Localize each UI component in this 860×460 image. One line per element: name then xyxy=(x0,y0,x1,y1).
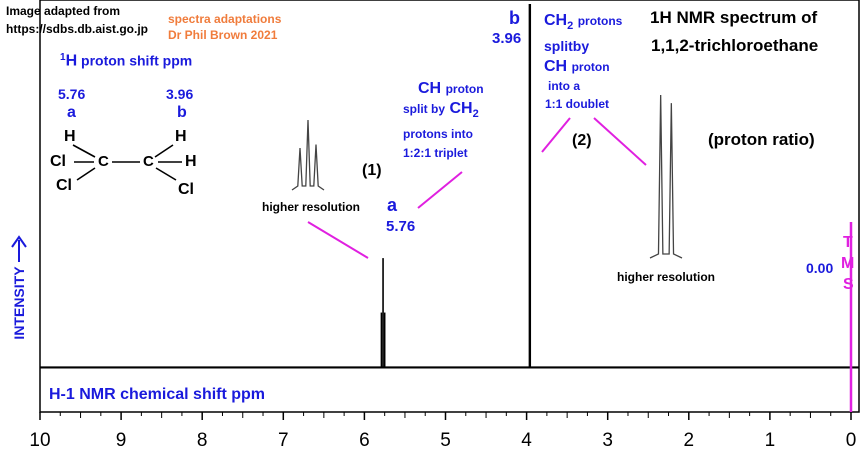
molecule-bonds xyxy=(72,144,182,181)
peak-b-letter: b xyxy=(509,8,520,28)
x-tick-label: 2 xyxy=(684,430,695,451)
source-line-2: https://sdbs.db.aist.go.jp xyxy=(6,22,148,36)
shift-heading-h: H xyxy=(65,52,78,70)
x-tick-label: 5 xyxy=(440,430,451,451)
ch-note-ch: CH xyxy=(418,80,442,97)
peak-a-ratio: (1) xyxy=(362,162,382,179)
ch2-note-line-5: 1:1 doublet xyxy=(545,97,610,111)
ch-note-ch2-sub: 2 xyxy=(472,108,479,121)
title-line-2: 1,1,2-trichloroethane xyxy=(651,36,819,55)
x-tick-label: 7 xyxy=(278,430,289,451)
source-line-1: Image adapted from xyxy=(6,4,121,18)
ch-note-line-4: 1:2:1 triplet xyxy=(403,146,468,160)
y-axis-label: INTENSITY xyxy=(11,266,27,340)
x-tick-label: 10 xyxy=(29,430,50,451)
tms-letter-m: M xyxy=(841,255,855,272)
plot-border xyxy=(39,0,860,413)
ch2-note-by: by xyxy=(572,38,590,54)
pointer-line-a-inset xyxy=(307,221,369,259)
ch2-note-line-3: CH proton xyxy=(544,58,610,76)
credit-line-2: Dr Phil Brown 2021 xyxy=(168,28,278,42)
atom-c-right: C xyxy=(143,153,154,170)
ch2-note-protons: protons xyxy=(577,14,623,28)
ch2-note-ch-proton: CH xyxy=(544,58,568,75)
pointer-line-a-note xyxy=(417,171,463,209)
ch2-note-proton: proton xyxy=(571,60,610,74)
inset-a-trace xyxy=(291,119,325,191)
pointer-line-b-right xyxy=(593,117,647,166)
tms-letter-s: S xyxy=(843,276,854,293)
peak-a-shift: 5.76 xyxy=(386,218,416,235)
ch2-note-line-2: splitby xyxy=(544,38,589,56)
x-tick-label: 3 xyxy=(602,430,613,451)
atom-cl-left: Cl xyxy=(50,153,66,170)
higher-resolution-right: higher resolution xyxy=(617,270,716,284)
ch-note-split-by: split by xyxy=(403,102,446,116)
ch-note-line-2: split by CH2 xyxy=(403,100,479,120)
atom-cl-bottom-left: Cl xyxy=(56,177,72,194)
structure-shift-a: 5.76 xyxy=(58,86,86,102)
peak-a-letter: a xyxy=(387,195,398,215)
peak-b-ratio: (2) xyxy=(572,132,592,149)
spectrum-peaks xyxy=(380,4,532,367)
higher-resolution-left: higher resolution xyxy=(262,200,361,214)
x-tick-label: 9 xyxy=(116,430,127,451)
structure-letter-a: a xyxy=(67,104,76,121)
ch-note-ch2: CH xyxy=(449,100,473,117)
ch-note-line-3: protons into xyxy=(403,127,473,141)
shift-heading: 1H proton shift ppm xyxy=(60,52,192,71)
shift-heading-rest: proton shift ppm xyxy=(81,52,193,69)
atom-cl-bottom-right: Cl xyxy=(178,181,194,198)
resolution-insets xyxy=(291,94,683,259)
structure-shift-b: 3.96 xyxy=(166,86,194,102)
ch2-note-line-4: into a xyxy=(548,79,580,93)
ch-note-proton: proton xyxy=(445,82,484,96)
inset-b-trace xyxy=(649,94,683,259)
atom-c-left: C xyxy=(98,153,109,170)
ch2-note-line-1: CH2 protons xyxy=(544,12,622,32)
pointer-line-b-left xyxy=(541,117,571,153)
x-axis-label: H-1 NMR chemical shift ppm xyxy=(49,386,266,403)
ch-note-line-1: CH proton xyxy=(418,80,484,98)
x-tick-label: 0 xyxy=(846,430,857,451)
ch2-note-sub: 2 xyxy=(567,20,574,33)
x-tick-label: 8 xyxy=(197,430,208,451)
x-tick-label: 1 xyxy=(765,430,776,451)
ch2-note-ch: CH xyxy=(544,12,568,29)
x-axis-ticks: 10 9 8 7 6 5 4 3 2 1 0 xyxy=(29,412,856,451)
x-tick-label: 4 xyxy=(521,430,532,451)
atom-h-right: H xyxy=(185,153,197,170)
peak-b-shift: 3.96 xyxy=(492,30,522,47)
intensity-arrow xyxy=(11,235,27,262)
shift-heading-sup: 1 xyxy=(60,52,66,63)
x-tick-label: 6 xyxy=(359,430,370,451)
atom-h-top-right: H xyxy=(175,128,187,145)
title-line-1: 1H NMR spectrum of xyxy=(650,8,818,27)
tms-letter-t: T xyxy=(843,234,853,251)
credit-line-1: spectra adaptations xyxy=(168,12,282,26)
ch2-note-split: split xyxy=(544,38,573,54)
atom-h-top-left: H xyxy=(64,128,76,145)
proton-ratio-label: (proton ratio) xyxy=(708,130,815,149)
tms-value: 0.00 xyxy=(806,260,834,276)
structure-letter-b: b xyxy=(177,104,187,121)
